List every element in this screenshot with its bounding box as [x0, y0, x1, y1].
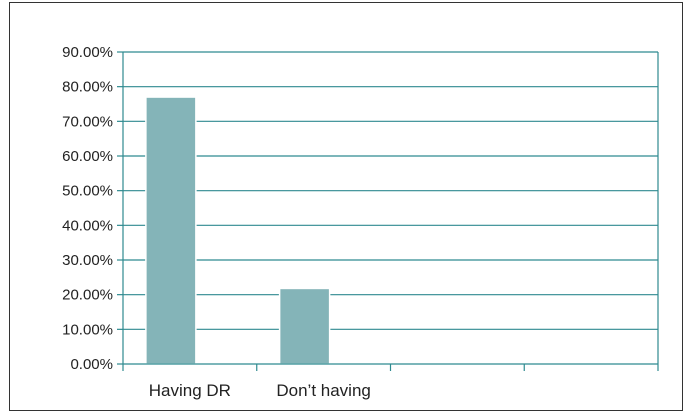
- y-tick-label: 0.00%: [70, 356, 113, 373]
- axes: [117, 51, 659, 371]
- bar: [145, 96, 197, 365]
- y-tick-label: 70.00%: [62, 113, 113, 130]
- y-tick-label: 50.00%: [62, 183, 113, 200]
- y-tick-label: 60.00%: [62, 148, 113, 165]
- y-tick-label: 90.00%: [62, 44, 113, 61]
- x-category-label: Having DR: [149, 381, 231, 400]
- y-tick-label: 20.00%: [62, 287, 113, 304]
- y-tick-label: 10.00%: [62, 321, 113, 338]
- chart-frame: [9, 2, 683, 411]
- y-tick-label: 30.00%: [62, 252, 113, 269]
- x-category-label: Don’t having: [276, 381, 371, 400]
- bars: [145, 96, 331, 365]
- labels: 0.00% 10.00% 20.00% 30.00% 40.00% 50.00% 60.00…: [62, 44, 371, 400]
- bar: [278, 287, 331, 365]
- y-tick-label: 80.00%: [62, 79, 113, 96]
- grid-lines: [123, 51, 658, 330]
- y-tick-label: 40.00%: [62, 217, 113, 234]
